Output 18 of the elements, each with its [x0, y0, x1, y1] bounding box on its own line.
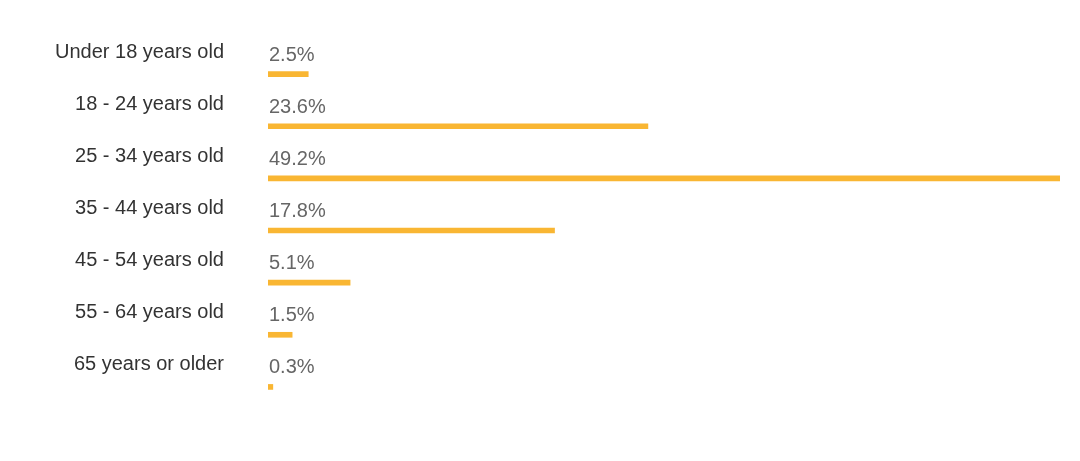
data-label: 1.5%	[269, 303, 315, 326]
y-tick-label: 65 years or older	[73, 352, 225, 375]
data-label: 17.8%	[269, 199, 326, 222]
data-label: 5.1%	[269, 251, 315, 274]
data-label: 23.6%	[269, 94, 326, 117]
data-label: 0.3%	[269, 355, 315, 378]
bar	[268, 331, 293, 338]
bar	[268, 384, 274, 390]
y-tick-label: 25 - 34 years old	[75, 143, 224, 166]
data-label: 49.2%	[269, 146, 326, 169]
y-tick-label: 18 - 24 years old	[75, 91, 224, 114]
y-tick-label: 55 - 64 years old	[75, 300, 224, 323]
bar	[268, 123, 649, 130]
y-tick-label: Under 18 years old	[55, 39, 224, 62]
y-tick-label: 35 - 44 years old	[75, 196, 224, 219]
y-tick-label: 45 - 54 years old	[75, 248, 224, 271]
bar	[268, 71, 309, 77]
data-label: 2.5%	[269, 42, 315, 65]
